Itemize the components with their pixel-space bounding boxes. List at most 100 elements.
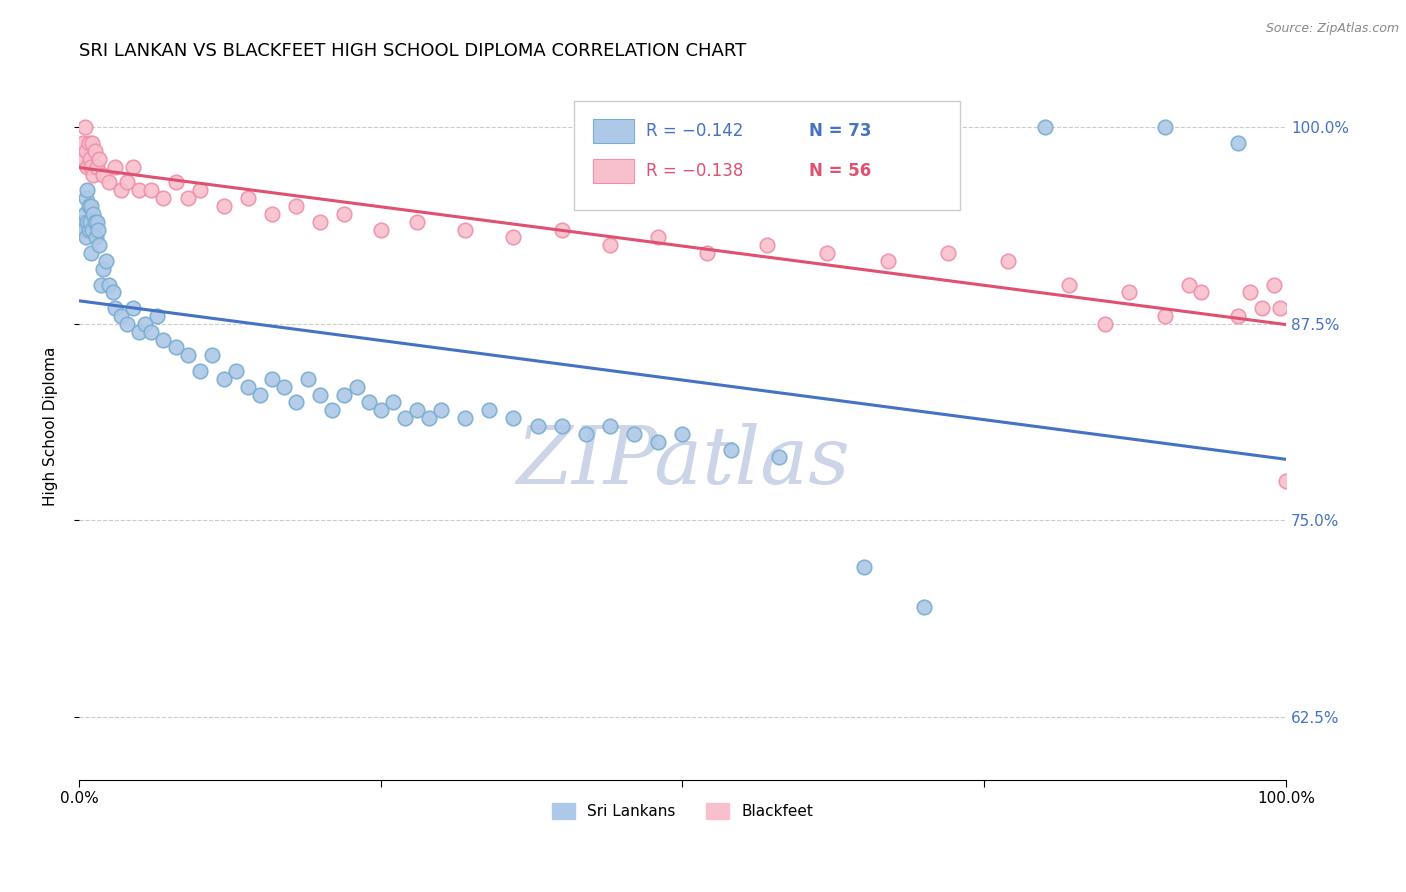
Point [647, 434, 669, 449]
Point [73, 152, 96, 166]
Point [82, 207, 104, 221]
Point [1118, 285, 1140, 300]
Point [73, 222, 96, 236]
Point [79, 215, 101, 229]
Point [104, 160, 127, 174]
Point [188, 183, 211, 197]
Point [91, 168, 114, 182]
Text: ZIPatlas: ZIPatlas [516, 423, 849, 500]
Point [478, 403, 501, 417]
Point [146, 309, 169, 323]
Point [75, 191, 97, 205]
Point [152, 191, 174, 205]
Point [357, 395, 380, 409]
Point [262, 372, 284, 386]
Text: N = 56: N = 56 [810, 162, 872, 180]
Point [755, 238, 778, 252]
Point [236, 380, 259, 394]
Point [1226, 136, 1249, 150]
Point [321, 403, 343, 417]
Point [1094, 317, 1116, 331]
Point [98, 277, 121, 292]
Point [720, 442, 742, 457]
Point [110, 183, 132, 197]
Text: R = −0.138: R = −0.138 [647, 162, 744, 180]
FancyBboxPatch shape [593, 160, 634, 184]
Point [188, 364, 211, 378]
Point [212, 199, 235, 213]
Point [526, 419, 548, 434]
Point [86, 215, 108, 229]
Point [122, 301, 145, 315]
Point [1178, 277, 1201, 292]
Point [82, 168, 104, 182]
Point [128, 183, 150, 197]
Point [418, 411, 440, 425]
Text: R = −0.142: R = −0.142 [647, 122, 744, 140]
FancyBboxPatch shape [593, 120, 634, 143]
Point [309, 387, 332, 401]
Point [104, 301, 127, 315]
Point [696, 246, 718, 260]
Point [72, 215, 94, 229]
Point [84, 230, 107, 244]
Point [98, 176, 121, 190]
Point [1250, 301, 1272, 315]
Point [1033, 120, 1056, 135]
Point [152, 333, 174, 347]
Point [75, 230, 97, 244]
Point [89, 152, 111, 166]
Point [406, 403, 429, 417]
Point [370, 403, 392, 417]
Point [333, 387, 356, 401]
Point [551, 419, 574, 434]
Point [852, 560, 875, 574]
Point [599, 238, 621, 252]
Point [815, 246, 838, 260]
Point [876, 254, 898, 268]
Point [176, 191, 198, 205]
Point [1263, 277, 1285, 292]
Point [77, 136, 100, 150]
Point [75, 144, 97, 158]
Text: SRI LANKAN VS BLACKFEET HIGH SCHOOL DIPLOMA CORRELATION CHART: SRI LANKAN VS BLACKFEET HIGH SCHOOL DIPL… [79, 42, 747, 60]
Point [333, 207, 356, 221]
Point [297, 372, 319, 386]
Point [997, 254, 1019, 268]
Point [76, 215, 98, 229]
Point [599, 419, 621, 434]
Legend: Sri Lankans, Blackfeet: Sri Lankans, Blackfeet [546, 797, 820, 825]
Point [73, 120, 96, 135]
Point [1275, 474, 1298, 488]
Point [77, 222, 100, 236]
Point [454, 411, 477, 425]
Point [575, 426, 598, 441]
Point [79, 152, 101, 166]
Point [1057, 277, 1080, 292]
Point [80, 199, 103, 213]
Point [212, 372, 235, 386]
Point [128, 325, 150, 339]
Point [80, 160, 103, 174]
Point [73, 207, 96, 221]
Point [1268, 301, 1291, 315]
Point [309, 215, 332, 229]
Point [101, 285, 124, 300]
Point [551, 222, 574, 236]
Point [381, 395, 404, 409]
Point [141, 183, 163, 197]
Point [90, 277, 112, 292]
Point [502, 230, 524, 244]
Point [115, 176, 138, 190]
Point [83, 215, 105, 229]
Point [346, 380, 368, 394]
Point [94, 254, 117, 268]
Point [87, 222, 110, 236]
Text: Source: ZipAtlas.com: Source: ZipAtlas.com [1265, 22, 1399, 36]
Point [82, 136, 104, 150]
Point [165, 176, 187, 190]
Point [77, 199, 100, 213]
Point [165, 341, 187, 355]
Point [1191, 285, 1213, 300]
Point [134, 317, 156, 331]
